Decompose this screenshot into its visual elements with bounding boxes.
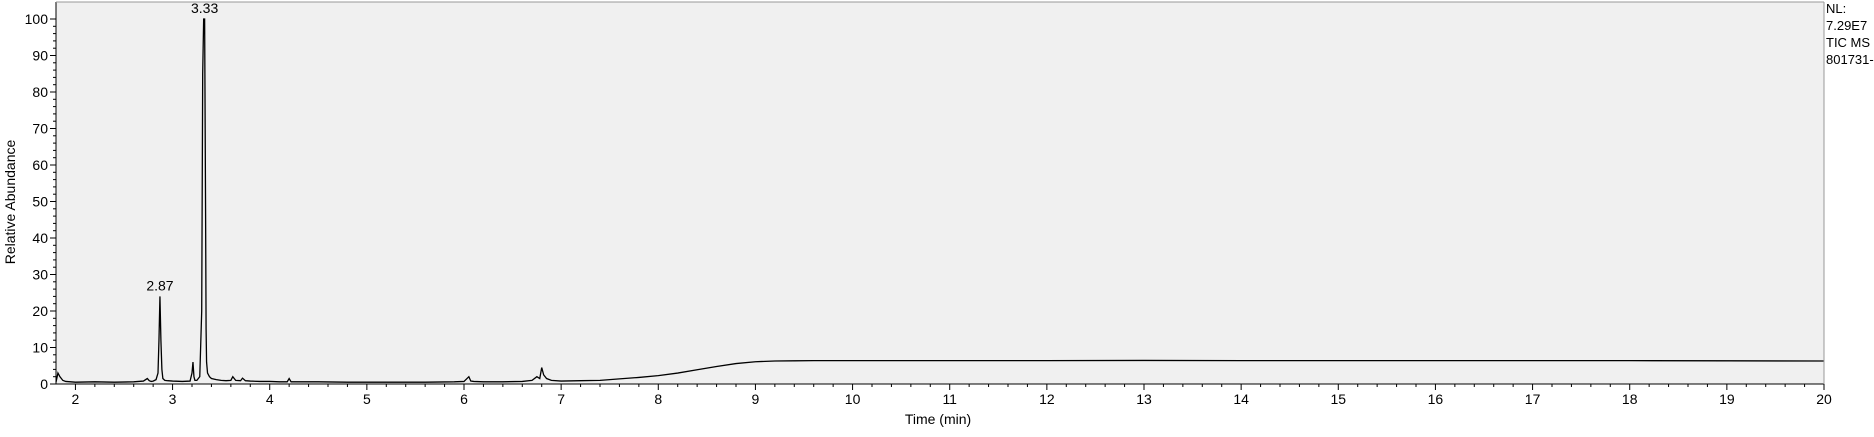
plot-background (56, 2, 1824, 384)
x-tick-label: 11 (942, 391, 957, 407)
y-tick-label: 0 (40, 376, 48, 392)
x-tick-label: 15 (1330, 391, 1346, 407)
x-tick-label: 5 (363, 391, 371, 407)
y-tick-label: 90 (32, 48, 48, 64)
x-tick-label: 9 (752, 391, 760, 407)
side-info: NL: 7.29E7 TIC MS 801731- (1826, 1, 1874, 67)
y-tick-labels: 0 10 20 30 40 50 60 70 80 90 100 (25, 11, 49, 392)
x-tick-label: 3 (169, 391, 177, 407)
x-tick-label: 13 (1136, 391, 1152, 407)
side-info-nl: NL: (1826, 1, 1846, 16)
y-tick-label: 60 (32, 157, 48, 173)
x-axis-title: Time (min) (905, 411, 971, 427)
y-tick-label: 10 (32, 340, 48, 356)
x-tick-label: 2 (72, 391, 80, 407)
peak-annotations: 2.87 3.33 (146, 0, 218, 293)
x-tick-label: 7 (557, 391, 565, 407)
x-tick-label: 14 (1233, 391, 1249, 407)
x-tick-label: 17 (1525, 391, 1541, 407)
peak-label: 2.87 (146, 277, 173, 293)
side-info-scan: TIC MS (1826, 35, 1870, 50)
y-tick-label: 40 (32, 230, 48, 246)
x-tick-label: 19 (1719, 391, 1735, 407)
y-tick-label: 50 (32, 194, 48, 210)
x-tick-label: 12 (1039, 391, 1055, 407)
x-tick-label: 18 (1622, 391, 1638, 407)
side-info-value: 7.29E7 (1826, 18, 1867, 33)
x-tick-label: 16 (1428, 391, 1444, 407)
x-tick-label: 20 (1816, 391, 1832, 407)
x-tick-labels: 2 3 4 5 6 7 8 9 10 11 12 13 14 15 16 17 18 19 20 (72, 391, 1832, 407)
x-tick-label: 10 (845, 391, 861, 407)
y-axis-title: Relative Abundance (2, 140, 18, 265)
y-tick-label: 30 (32, 267, 48, 283)
side-info-file: 801731- (1826, 52, 1874, 67)
peak-label: 3.33 (191, 0, 218, 16)
y-tick-label: 80 (32, 84, 48, 100)
x-tick-label: 4 (266, 391, 274, 407)
y-tick-label: 70 (32, 121, 48, 137)
tic-trace (55, 18, 1825, 383)
y-tick-label: 100 (25, 11, 49, 27)
x-tick-label: 8 (654, 391, 662, 407)
x-tick-label: 6 (460, 391, 468, 407)
y-tick-label: 20 (32, 303, 48, 319)
